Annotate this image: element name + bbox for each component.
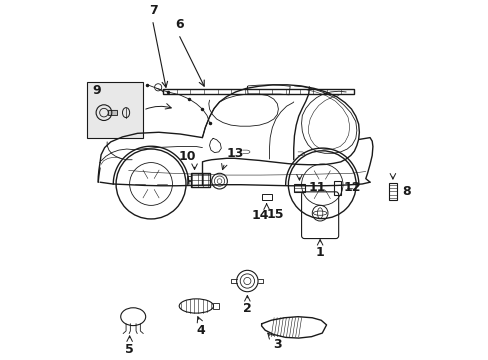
Text: 5: 5	[125, 343, 134, 356]
Bar	[191, 173, 209, 187]
Bar	[186, 181, 191, 185]
Bar	[186, 176, 191, 180]
Text: 12: 12	[343, 181, 360, 194]
Bar	[108, 110, 117, 116]
Text: 13: 13	[226, 147, 244, 160]
Bar	[293, 184, 305, 192]
Bar	[87, 82, 143, 138]
Bar	[163, 89, 354, 94]
Text: 7: 7	[149, 4, 158, 17]
Text: 2: 2	[243, 302, 251, 315]
Text: 10: 10	[178, 149, 196, 163]
Text: 6: 6	[175, 18, 183, 31]
Bar	[388, 183, 396, 200]
Text: 11: 11	[308, 181, 325, 194]
Text: 4: 4	[196, 324, 204, 337]
Bar	[334, 181, 340, 195]
Text: 15: 15	[266, 208, 284, 221]
Text: 1: 1	[315, 246, 324, 260]
Bar	[261, 194, 271, 200]
Text: 8: 8	[401, 185, 410, 198]
Text: 3: 3	[272, 338, 281, 351]
Text: 14: 14	[251, 209, 268, 222]
Bar	[213, 303, 218, 309]
Text: 9: 9	[92, 84, 101, 97]
